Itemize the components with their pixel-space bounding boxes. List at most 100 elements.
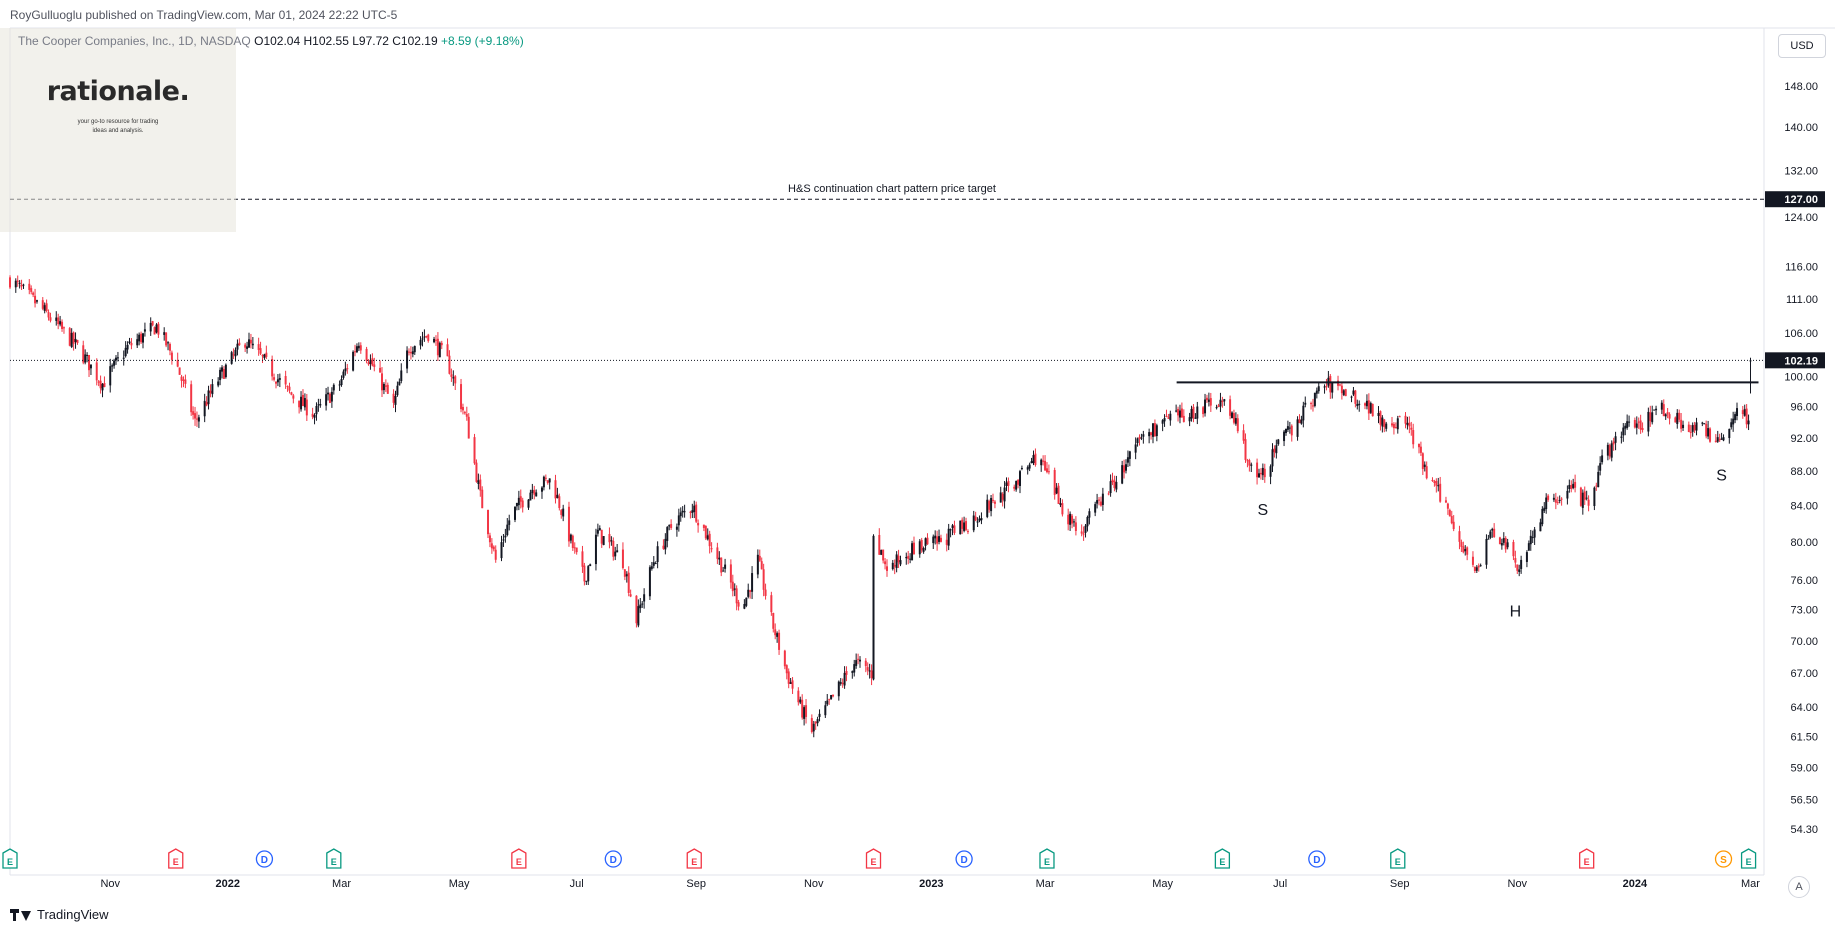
- candle-body: [1178, 410, 1181, 418]
- candle: [149, 317, 152, 336]
- candle: [313, 413, 316, 425]
- event-marker-e[interactable]: E: [1390, 848, 1406, 869]
- candle: [113, 358, 116, 369]
- candle: [625, 571, 628, 583]
- event-marker-e[interactable]: E: [1214, 848, 1231, 869]
- candle-body: [1556, 501, 1559, 503]
- candle-body: [1344, 389, 1347, 397]
- event-marker-d[interactable]: D: [255, 850, 274, 868]
- auto-scale-button[interactable]: A: [1788, 876, 1810, 898]
- event-marker-e[interactable]: E: [326, 848, 342, 869]
- candle-body: [1626, 421, 1629, 428]
- candle: [986, 494, 989, 519]
- candle-body: [1620, 436, 1623, 438]
- candle: [86, 352, 89, 363]
- candle-body: [756, 554, 759, 575]
- candle-body: [814, 721, 817, 724]
- candle-body: [1298, 419, 1301, 424]
- event-marker-d[interactable]: D: [1308, 850, 1326, 868]
- candle-body: [783, 650, 786, 667]
- candle: [357, 342, 360, 352]
- candle: [851, 670, 854, 679]
- candle: [1439, 476, 1442, 503]
- candle: [89, 364, 92, 376]
- candle-body: [1587, 499, 1590, 506]
- candle-body: [1304, 402, 1307, 405]
- candle-body: [1504, 538, 1507, 550]
- event-marker-e[interactable]: E: [1039, 848, 1055, 869]
- candle-body: [332, 384, 335, 391]
- candle: [278, 373, 281, 388]
- event-marker-d[interactable]: D: [604, 850, 622, 868]
- candle-body: [716, 547, 719, 559]
- candle-body: [203, 400, 206, 417]
- candle-body: [1639, 420, 1642, 430]
- candle: [1269, 464, 1272, 485]
- candle: [544, 474, 547, 482]
- candle-body: [1030, 461, 1033, 464]
- event-marker-e[interactable]: E: [686, 848, 702, 869]
- earnings-icon: [1740, 848, 1757, 869]
- candle-body: [558, 496, 561, 509]
- candle-body: [596, 529, 599, 534]
- price-chart[interactable]: H&S continuation chart pattern price tar…: [0, 0, 1835, 900]
- candle: [527, 499, 530, 510]
- candle-body: [986, 499, 989, 517]
- candle-body: [20, 284, 23, 287]
- candle-body: [1408, 422, 1411, 427]
- candle-body: [1668, 414, 1671, 419]
- time-tick-label: Jul: [570, 878, 584, 890]
- candle: [30, 285, 33, 295]
- candle-body: [884, 561, 887, 565]
- candle-body: [1356, 403, 1359, 406]
- candle-body: [153, 327, 156, 335]
- candle: [776, 631, 779, 643]
- candle-body: [205, 402, 208, 406]
- candle-body: [168, 343, 171, 351]
- candle-body: [1489, 531, 1492, 538]
- tradingview-brand[interactable]: TradingView: [10, 907, 109, 922]
- candle-body: [569, 534, 572, 541]
- event-marker-s[interactable]: S: [1714, 850, 1733, 868]
- chart-grid: [9, 27, 1835, 876]
- candle: [1071, 514, 1074, 529]
- candle: [1433, 479, 1436, 487]
- candle: [764, 583, 767, 600]
- candle-body: [1169, 413, 1172, 421]
- candle: [1142, 430, 1145, 444]
- candle-body: [248, 339, 251, 348]
- event-marker-e[interactable]: E: [511, 848, 527, 869]
- event-marker-e[interactable]: E: [865, 848, 882, 869]
- candle-body: [1288, 427, 1291, 429]
- candle: [1485, 534, 1488, 569]
- candle-body: [1125, 464, 1128, 471]
- candle: [9, 275, 11, 290]
- candle: [57, 313, 60, 330]
- candle: [1223, 398, 1226, 406]
- candle-body: [1597, 471, 1600, 488]
- candle-body: [1682, 424, 1685, 429]
- event-marker-e[interactable]: E: [168, 848, 184, 869]
- earnings-icon: [1390, 848, 1406, 869]
- event-marker-e[interactable]: E: [1740, 848, 1757, 869]
- candle-body: [1244, 439, 1247, 460]
- candle: [926, 533, 929, 545]
- event-marker-e[interactable]: E: [2, 848, 18, 869]
- candle-body: [257, 344, 260, 350]
- candle: [1296, 416, 1299, 441]
- candle: [866, 662, 869, 676]
- time-tick-label: Mar: [332, 878, 351, 890]
- candle: [762, 563, 765, 597]
- event-marker-e[interactable]: E: [1579, 848, 1595, 869]
- candle-body: [1300, 419, 1303, 424]
- logo-tagline: your go-to resource for trading ideas an…: [0, 118, 236, 136]
- candle-body: [656, 546, 659, 563]
- candle-body: [1167, 417, 1170, 419]
- candle: [965, 517, 968, 532]
- candle-body: [1419, 446, 1422, 453]
- event-marker-d[interactable]: D: [955, 850, 973, 868]
- candle-body: [1680, 419, 1683, 429]
- candle: [789, 678, 792, 684]
- currency-button[interactable]: USD: [1778, 34, 1826, 58]
